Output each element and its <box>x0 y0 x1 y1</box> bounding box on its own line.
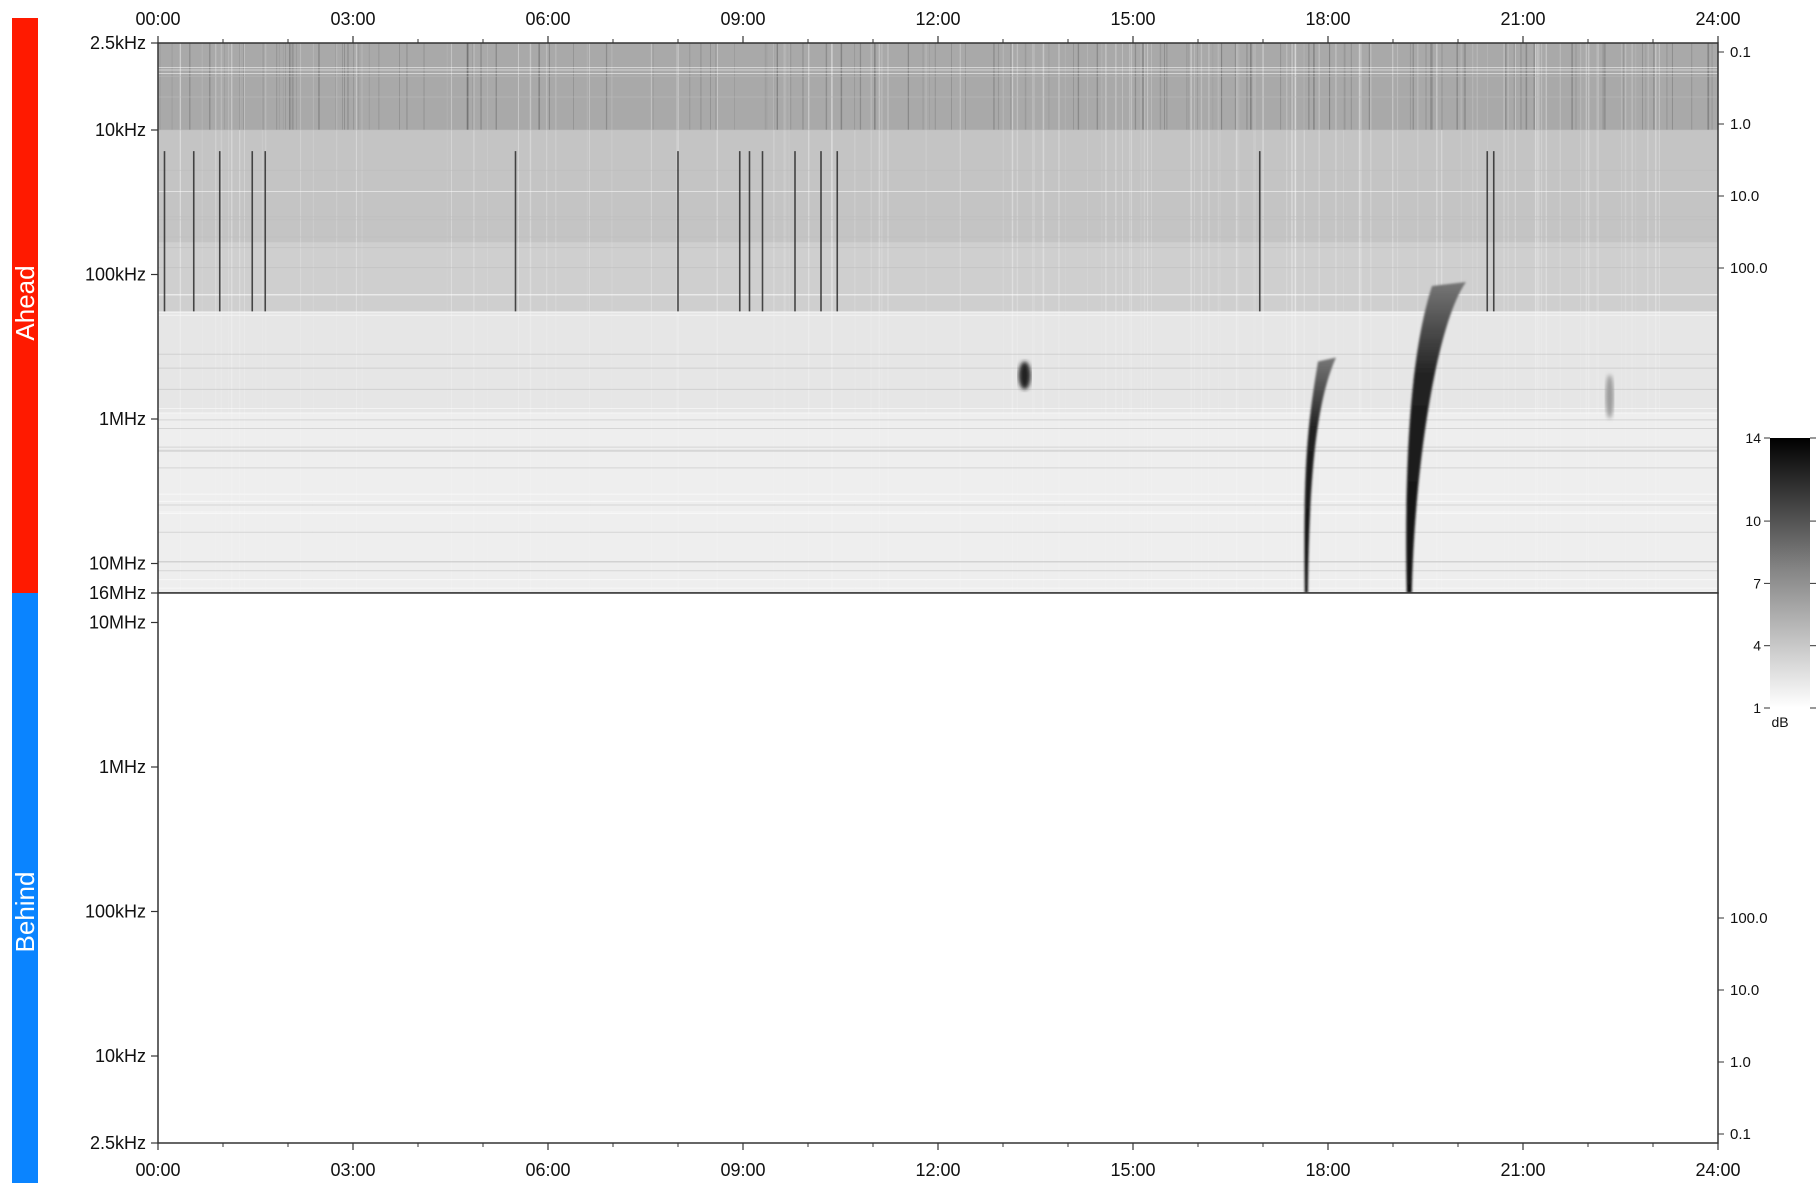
right-axis-label: 10.0 <box>1730 188 1759 205</box>
colorbar-tick-label: 4 <box>1753 638 1761 654</box>
x-tick-label-bottom: 12:00 <box>915 1160 960 1180</box>
y-tick-label: 10MHz <box>89 554 146 574</box>
colorbar-tick-label: 1 <box>1753 700 1761 716</box>
x-tick-label-top: 18:00 <box>1305 9 1350 29</box>
x-tick-label-top: 21:00 <box>1500 9 1545 29</box>
x-tick-label-top: 12:00 <box>915 9 960 29</box>
x-tick-label-top: 09:00 <box>720 9 765 29</box>
y-tick-label: 10kHz <box>95 120 146 140</box>
type-iii-burst <box>1406 281 1466 593</box>
colorbar-gradient <box>1770 438 1810 708</box>
x-tick-label-bottom: 15:00 <box>1110 1160 1155 1180</box>
x-tick-label-top: 15:00 <box>1110 9 1155 29</box>
y-tick-label: 1MHz <box>99 757 146 777</box>
spectro-band <box>158 311 1718 413</box>
x-tick-label-bottom: 00:00 <box>135 1160 180 1180</box>
right-axis-label: 10.0 <box>1730 982 1759 999</box>
ahead-spectrogram-noise-lines <box>157 42 1718 593</box>
x-tick-label-top: 24:00 <box>1695 9 1740 29</box>
x-tick-label-bottom: 24:00 <box>1695 1160 1740 1180</box>
y-tick-label: 2.5kHz <box>90 33 146 53</box>
behind-panel <box>157 592 1719 1144</box>
x-tick-label-bottom: 09:00 <box>720 1160 765 1180</box>
colorbar-tick-label: 10 <box>1745 513 1761 529</box>
x-tick-label-top: 06:00 <box>525 9 570 29</box>
y-tick-label: 1MHz <box>99 409 146 429</box>
colorbar-tick-label: 7 <box>1753 575 1761 591</box>
right-axis-label: 1.0 <box>1730 1054 1751 1071</box>
x-tick-label-bottom: 18:00 <box>1305 1160 1350 1180</box>
x-tick-label-top: 00:00 <box>135 9 180 29</box>
ahead-spectrogram-bands <box>158 43 1718 593</box>
y-tick-label: 100kHz <box>85 265 146 285</box>
ahead-panel <box>157 42 1719 594</box>
spectro-band <box>158 412 1718 593</box>
behind-label: Behind <box>10 872 40 953</box>
colorbar-tick-label: 14 <box>1745 430 1761 446</box>
right-axis-label: 100.0 <box>1730 260 1768 277</box>
y-tick-label: 16MHz <box>89 583 146 603</box>
spectro-band <box>158 242 1718 312</box>
ahead-side-bar <box>12 18 38 593</box>
y-tick-label: 10MHz <box>89 612 146 632</box>
right-axis-label: 0.1 <box>1730 44 1751 61</box>
axes-layer: 00:00 00:00 03:00 03:00 06:00 06:00 09:00 09:00… <box>85 9 1768 1180</box>
right-axis-label: 1.0 <box>1730 116 1751 133</box>
x-tick-label-bottom: 06:00 <box>525 1160 570 1180</box>
x-tick-label-bottom: 21:00 <box>1500 1160 1545 1180</box>
right-axis-label: 100.0 <box>1730 910 1768 927</box>
y-tick-label: 2.5kHz <box>90 1133 146 1153</box>
type-iii-burst <box>1304 357 1336 593</box>
behind-side-bar <box>12 593 38 1183</box>
ahead-label: Ahead <box>10 265 40 340</box>
y-tick-label: 10kHz <box>95 1046 146 1066</box>
emission-feature <box>1018 361 1031 390</box>
spectro-band <box>158 129 1718 243</box>
ahead-burst-features <box>1018 281 1614 593</box>
emission-feature <box>1605 374 1614 419</box>
x-tick-label-top: 03:00 <box>330 9 375 29</box>
spectro-band <box>158 43 1718 130</box>
behind-plot-area <box>158 593 1718 1143</box>
colorbar-unit-label: dB <box>1771 714 1788 730</box>
right-axis-label: 0.1 <box>1730 1126 1751 1143</box>
y-tick-label: 100kHz <box>85 901 146 921</box>
x-tick-label-bottom: 03:00 <box>330 1160 375 1180</box>
